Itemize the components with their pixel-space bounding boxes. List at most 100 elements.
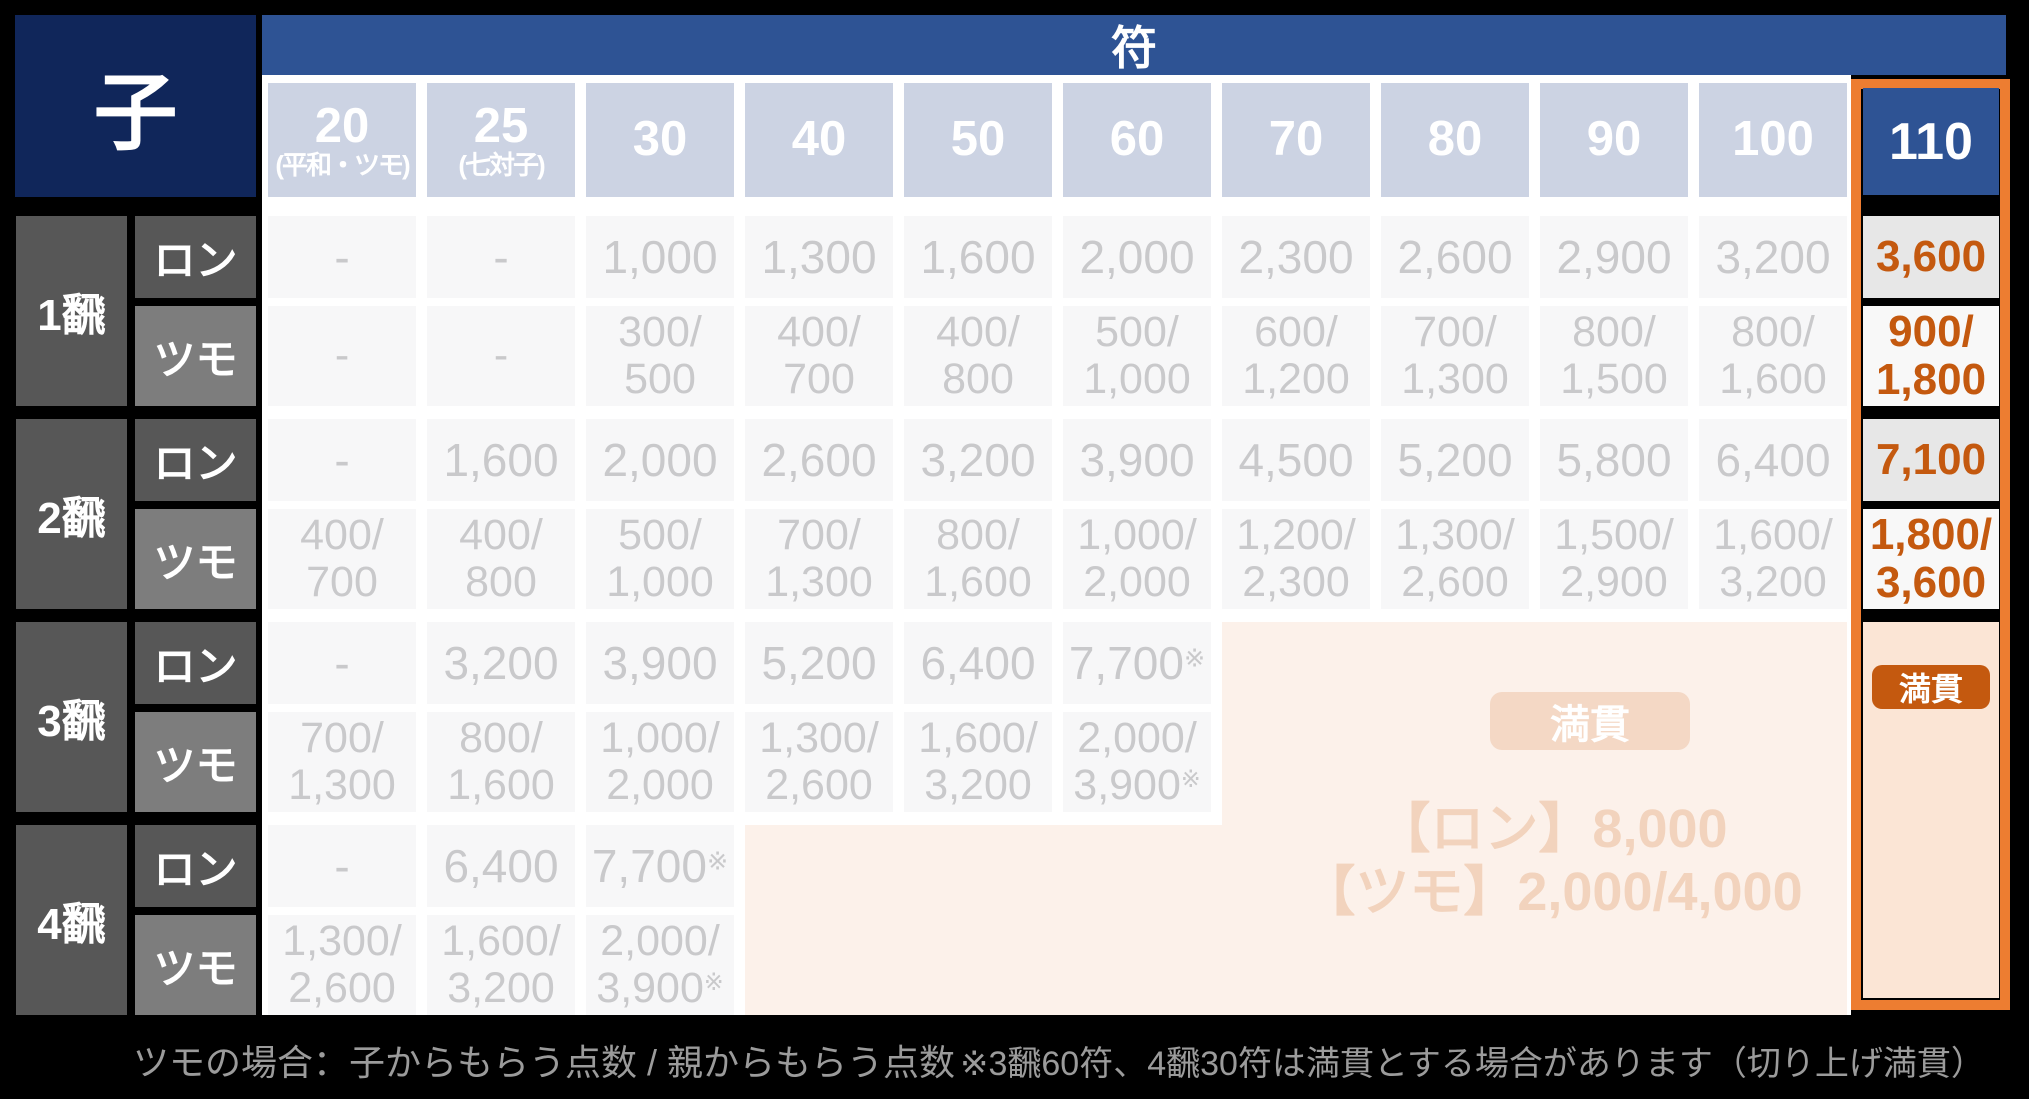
fu-value: 25 [473,98,529,153]
fu-column-header: 60 [1063,83,1211,197]
score-cell [1222,622,1370,704]
fu-110-score-cell: 3,600 [1863,216,1999,298]
score-cell: 3,200 [1699,216,1847,298]
score-cell: 2,600 [1381,216,1529,298]
score-cell [1699,712,1847,812]
score-cell: 4,500 [1222,419,1370,501]
score-cell: - [268,622,416,704]
fu-110-label: 110 [1889,112,1973,171]
fu-column-header: 20 (平和・ツモ) [268,83,416,197]
fu-column-header: 80 [1381,83,1529,197]
score-row-1飜-tsumo: - -300/500 400/700 400/800 500/1,000 600/1,20… [268,306,1847,406]
fu-110-score-cell: 1,800/3,600 [1863,509,1999,609]
ron-row-label: ロン [135,622,256,704]
kiriage-note-mark: ※ [703,970,724,997]
non-dealer-label: 子 [93,65,178,160]
fu-column-header: 25 (七対子) [427,83,575,197]
fu-value: 50 [950,112,1006,167]
score-cell: 1,600/3,200 [1699,509,1847,609]
score-cell: 3,200 [904,419,1052,501]
score-cell: 2,600 [745,419,893,501]
fu-110-score-cell: 7,100 [1863,419,1999,501]
kiriage-note-mark: ※ [1180,767,1201,794]
tsumo-row-label: ツモ [135,915,256,1015]
fu-value: 60 [1109,112,1165,167]
fu-column-header: 50 [904,83,1052,197]
score-cell: 3,200 [427,622,575,704]
score-cell: 500/1,000 [586,509,734,609]
score-row-2飜-ron: -1,600 2,000 2,600 3,200 3,900 4,500 5,200 5,80… [268,419,1847,501]
score-cell: 5,800 [1540,419,1688,501]
score-cell: 1,600/3,200 [427,915,575,1015]
fu-value: 80 [1427,112,1483,167]
score-cell: 2,300 [1222,216,1370,298]
score-cell: 700/1,300 [1381,306,1529,406]
score-row-3飜-ron: -3,200 3,900 5,200 6,400 7,700※ [268,622,1847,704]
kiriage-note-mark: ※ [706,847,729,876]
score-row-4飜-tsumo: 1,300/2,600 1,600/3,200 2,000/3,900※ [268,915,1847,1015]
score-cell: 6,400 [904,622,1052,704]
score-cell: 1,200/2,300 [1222,509,1370,609]
score-cell: 1,000 [586,216,734,298]
score-cell: 400/800 [904,306,1052,406]
score-cell: 1,500/2,900 [1540,509,1688,609]
score-cell: 6,400 [1699,419,1847,501]
fu-column-header: 70 [1222,83,1370,197]
mangan-ron-line: 【ロン】8,000 [1376,799,1728,859]
score-cell: 600/1,200 [1222,306,1370,406]
score-cell: 7,700※ [1063,622,1211,704]
score-cell: 6,400 [427,825,575,907]
han-row-label: 2飜 [16,419,127,609]
score-cell: 1,300/2,600 [1381,509,1529,609]
fu-note: (平和・ツモ) [275,150,410,181]
score-cell [904,915,1052,1015]
ron-row-label: ロン [135,419,256,501]
score-row-3飜-tsumo: 700/1,300 800/1,600 1,000/2,000 1,300/2,600… [268,712,1847,812]
non-dealer-corner-tile: 子 [15,15,256,197]
fu-110-score-cell: 900/1,800 [1863,306,1999,406]
score-cell: 1,600 [904,216,1052,298]
score-cell: 2,900 [1540,216,1688,298]
fu-column-headers: 20 (平和・ツモ) 25 (七対子) 30 40 50 60 70 80 90 100 [268,83,1847,197]
fu-value: 70 [1268,112,1324,167]
score-cell: 800/1,600 [1699,306,1847,406]
mangan-tsumo-line: 【ツモ】2,000/4,000 [1301,861,1803,922]
score-cell: 500/1,000 [1063,306,1211,406]
score-cell: 700/1,300 [745,509,893,609]
fu-column-header: 40 [745,83,893,197]
score-cell: 1,000/2,000 [1063,509,1211,609]
score-cell: 1,000/2,000 [586,712,734,812]
score-cell: - [268,306,416,406]
score-cell: 1,300/2,600 [268,915,416,1015]
han-row-label: 3飜 [16,622,127,812]
score-cell: 1,600 [427,419,575,501]
footnote-tsumo-explanation: ツモの場合：子からもらう点数 / 親からもらう点数 [133,1042,956,1083]
score-cell: - [427,216,575,298]
kiriage-note-mark: ※ [1183,644,1206,673]
mangan-region-3han [1222,622,1847,1015]
han-row-label: 1飜 [16,216,127,406]
fu-110-mangan-badge: 満貫 [1872,665,1990,709]
score-cell: 300/500 [586,306,734,406]
score-row-1飜-ron: - -1,000 1,300 1,600 2,000 2,300 2,600 2,900 3,2… [268,216,1847,298]
fu-110-mangan-label: 満貫 [1898,671,1963,707]
fu-column-header: 100 [1699,83,1847,197]
fu-value: 30 [632,112,688,167]
score-cell [1699,915,1847,1015]
score-cell: 7,700※ [586,825,734,907]
score-cell: 2,000/3,900※ [1063,712,1211,812]
score-cell: 1,600/3,200 [904,712,1052,812]
fu-header-bar: 符 [262,15,2006,75]
score-row-2飜-tsumo: 400/700 400/800 500/1,000 700/1,300 800/1,60… [268,509,1847,609]
score-cell: - [268,825,416,907]
fu-header-label: 符 [1111,22,1157,74]
score-cell [1540,915,1688,1015]
score-cell: 400/700 [745,306,893,406]
score-cell: 1,300 [745,216,893,298]
tsumo-row-label: ツモ [135,306,256,406]
score-cell [1381,915,1529,1015]
fu-note: (七対子) [458,150,545,181]
score-cell [1063,915,1211,1015]
fu-110-column-header: 110 [1863,88,1999,195]
